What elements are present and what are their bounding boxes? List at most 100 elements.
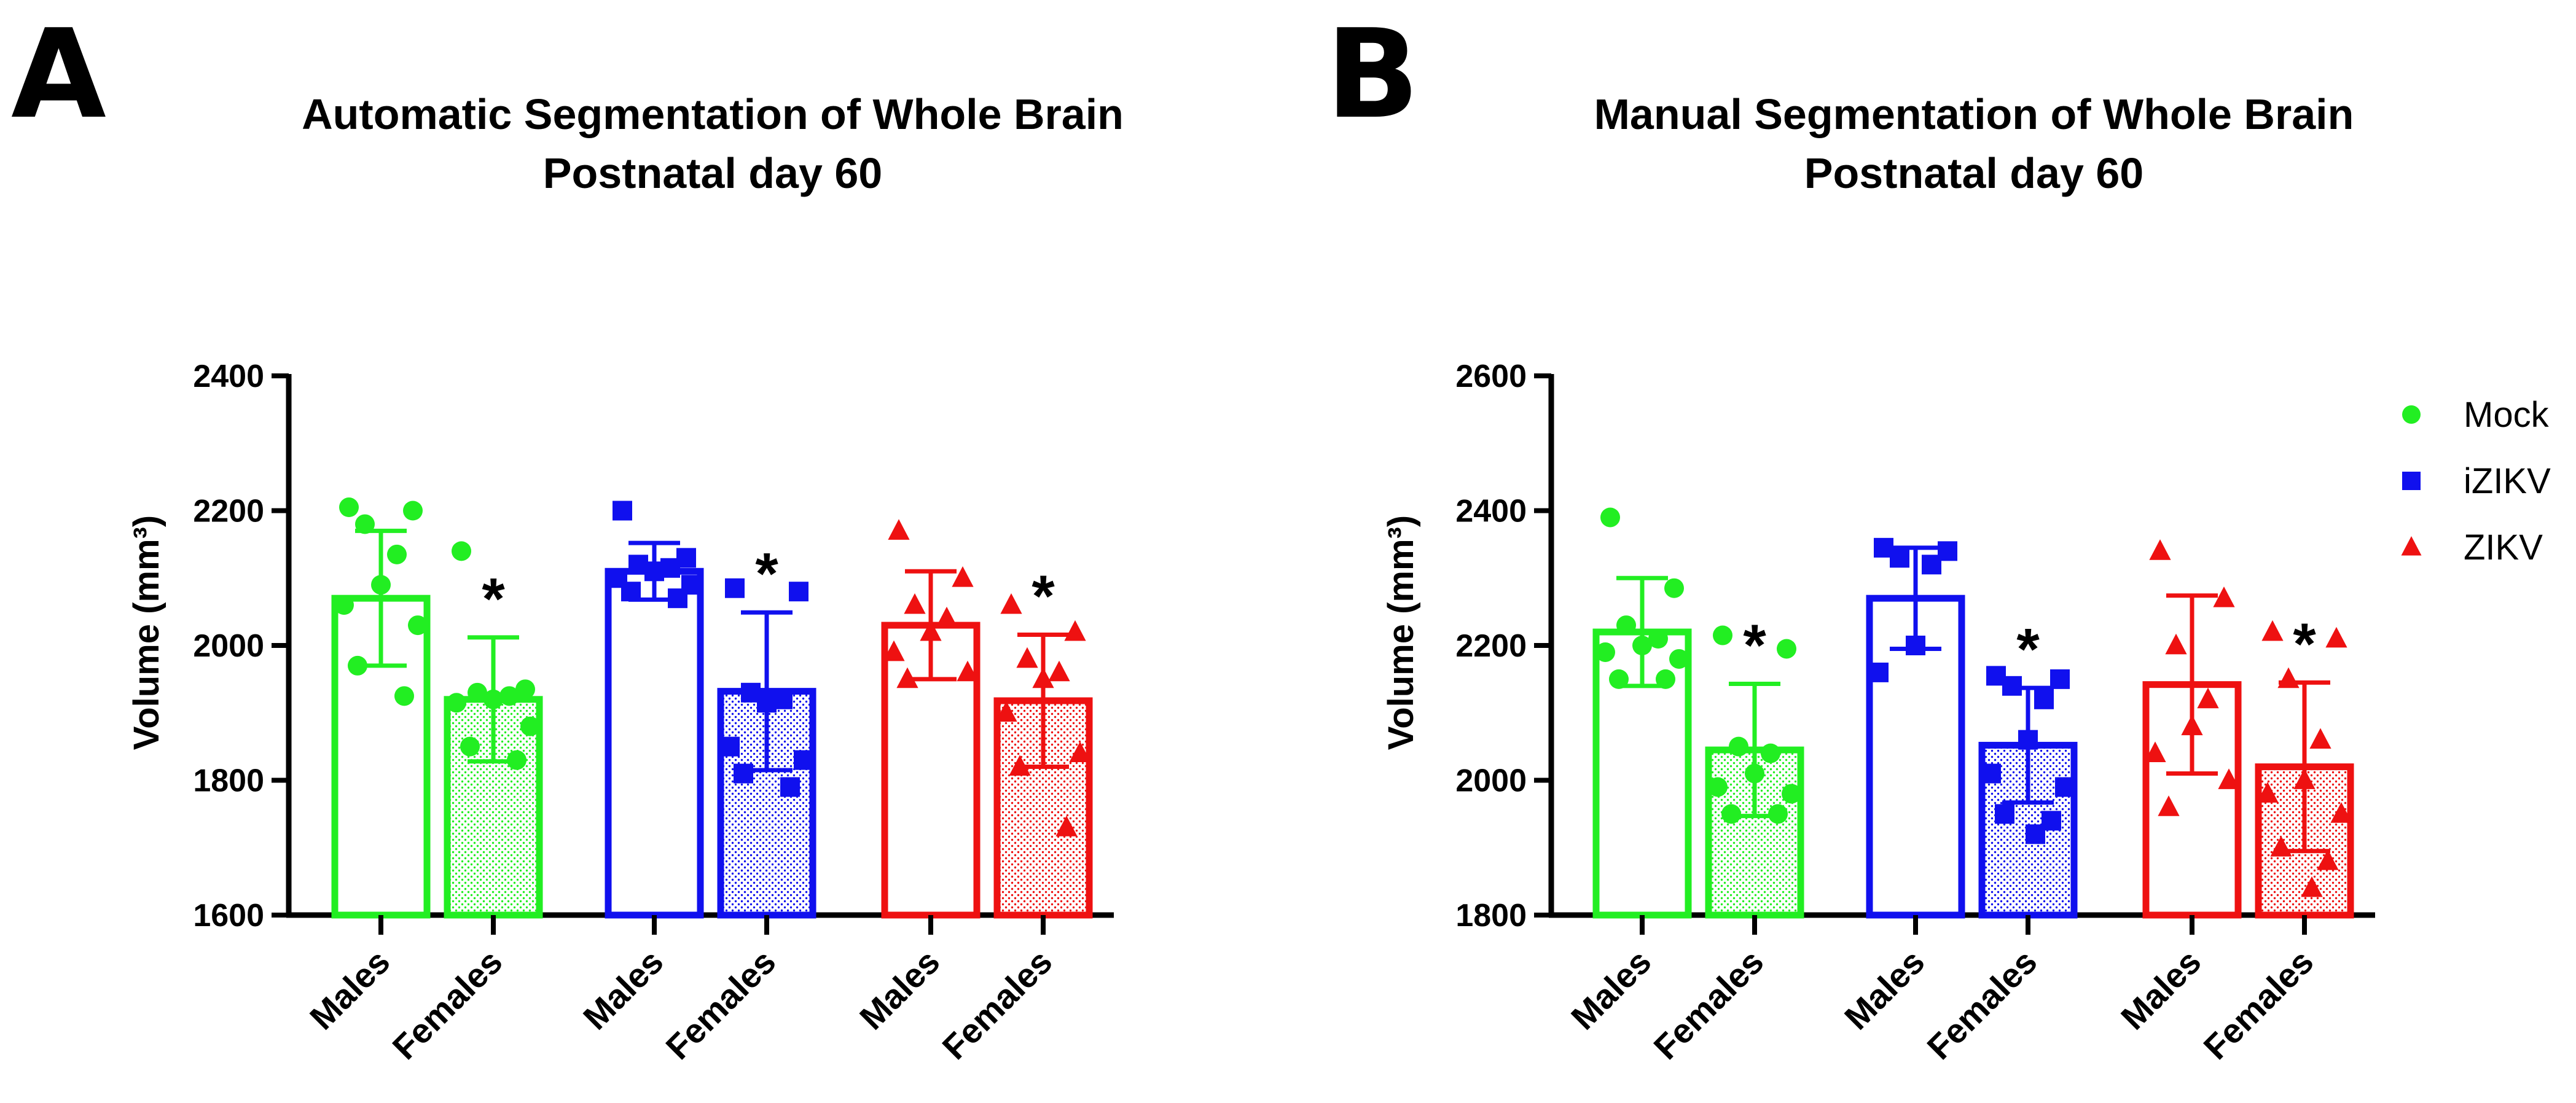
data-point [2317, 849, 2339, 870]
legend-item-zikv: ZIKV [2401, 528, 2543, 567]
data-point [2144, 741, 2166, 762]
bar-group-zikv-females: * [993, 563, 1093, 919]
data-point [387, 544, 407, 564]
x-tick-label: Males [576, 942, 671, 1037]
y-tick-label: 2400 [1455, 494, 1527, 529]
data-point [2293, 768, 2316, 789]
panel-letter-b: B [1326, 3, 1419, 146]
data-point [725, 578, 745, 598]
data-point [613, 501, 632, 521]
data-point [936, 606, 958, 628]
legend-marker [2402, 405, 2421, 424]
chart-a-subtitle: Postnatal day 60 [543, 149, 882, 197]
chart-b-subtitle: Postnatal day 60 [1804, 149, 2143, 197]
data-point [1656, 669, 1675, 689]
significance-star: * [755, 541, 778, 607]
data-point [1609, 669, 1629, 689]
data-point [1777, 639, 1796, 659]
data-point [952, 566, 974, 587]
data-point [2050, 669, 2070, 689]
data-point [888, 519, 910, 540]
bar-group-mock-females: * [1705, 613, 1804, 919]
bar-group-zikv-females: * [2255, 611, 2354, 919]
data-point [1032, 667, 1054, 688]
data-point [468, 682, 487, 703]
data-point [995, 701, 1017, 722]
panel-b: B Manual Segmentation of Whole Brain Pos… [1326, 3, 2375, 1067]
data-point [334, 595, 354, 615]
data-point [348, 655, 367, 676]
data-point [520, 716, 540, 736]
data-point [2018, 730, 2038, 750]
data-point [2213, 586, 2235, 607]
x-tick-label: Males [2113, 942, 2209, 1037]
data-point [452, 541, 471, 561]
legend-marker [2401, 536, 2422, 556]
data-point [447, 693, 466, 713]
data-point [1632, 636, 1652, 655]
y-tick-label: 2400 [193, 359, 264, 394]
x-tick-label: Males [1837, 942, 1932, 1037]
significance-star: * [1743, 613, 1766, 679]
y-tick-label: 1800 [1455, 898, 1527, 933]
data-point [483, 689, 503, 709]
data-point [1768, 804, 1788, 824]
x-tick-label: Males [852, 942, 947, 1037]
data-point [2330, 802, 2352, 823]
data-point [2197, 687, 2219, 709]
legend-marker [2402, 472, 2421, 490]
data-point [1995, 804, 2014, 824]
data-point [2149, 539, 2171, 560]
data-point [2261, 620, 2284, 641]
data-point [2002, 676, 2022, 696]
data-point [2181, 714, 2203, 736]
bar-group-izikv-females: * [717, 541, 816, 919]
data-point [339, 497, 359, 518]
data-point [408, 615, 428, 636]
data-point [1048, 660, 1070, 682]
data-point [789, 582, 808, 602]
x-tick-label: Females [934, 942, 1059, 1067]
x-tick-label: Females [385, 942, 509, 1067]
chart-b-title: Manual Segmentation of Whole Brain [1594, 90, 2354, 138]
data-point [920, 620, 942, 641]
chart-a-title: Automatic Segmentation of Whole Brain [302, 90, 1124, 138]
data-point [499, 686, 519, 706]
x-tick-label: Males [302, 942, 397, 1037]
y-tick-label: 1800 [193, 763, 264, 799]
bar-group-zikv-males [2142, 539, 2242, 919]
legend-label: ZIKV [2464, 528, 2543, 567]
data-point [1616, 615, 1636, 636]
bar-group-izikv-females: * [1978, 617, 2078, 919]
data-point [1664, 578, 1684, 598]
y-tick-label: 2000 [1455, 763, 1527, 799]
data-point [1069, 741, 1091, 762]
data-point [883, 640, 905, 661]
chart-a-ylabel: Volume (mm³) [127, 515, 166, 750]
data-point [644, 561, 664, 582]
data-point [1761, 743, 1780, 763]
data-point [1922, 555, 1941, 575]
data-point [2325, 626, 2347, 648]
data-point [1669, 649, 1689, 669]
data-point [2034, 689, 2054, 709]
data-point [2301, 876, 2323, 897]
data-point [794, 750, 813, 770]
data-point [2158, 795, 2180, 816]
data-point [1000, 593, 1022, 614]
data-point [2277, 667, 2300, 688]
data-point [2218, 768, 2240, 789]
x-tick-label: Females [658, 942, 783, 1067]
data-point [757, 693, 777, 713]
chart-b-ylabel: Volume (mm³) [1381, 515, 1421, 750]
data-point [1648, 629, 1668, 649]
y-tick-label: 2600 [1455, 359, 1527, 394]
x-tick-label: Females [1646, 942, 1771, 1067]
bar-group-mock-males [331, 497, 431, 919]
data-point [668, 588, 687, 609]
data-point [621, 582, 641, 602]
data-point [904, 593, 926, 614]
bar [605, 567, 704, 919]
